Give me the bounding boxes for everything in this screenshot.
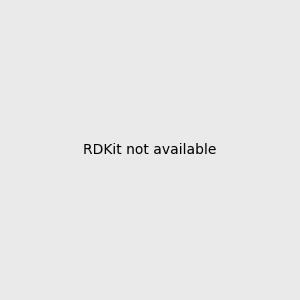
Text: RDKit not available: RDKit not available	[83, 143, 217, 157]
